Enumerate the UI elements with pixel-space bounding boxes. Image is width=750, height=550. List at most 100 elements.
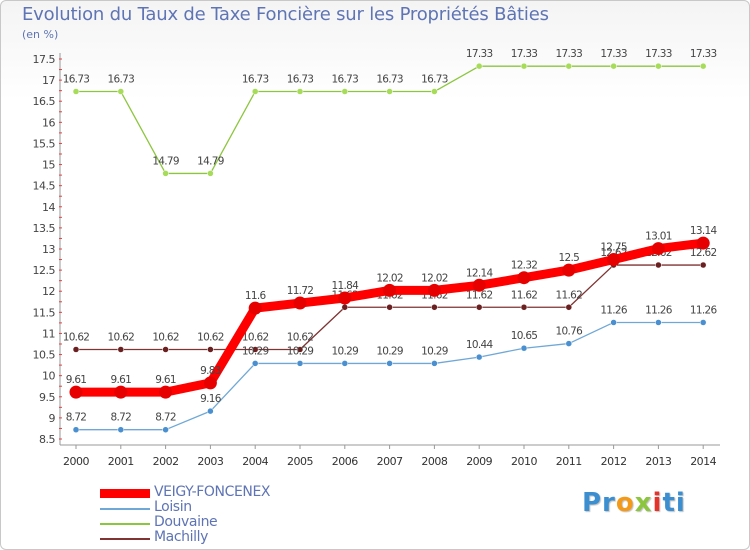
- data-label-douvaine: 16.73: [242, 74, 269, 86]
- y-tick-label: 15.5: [33, 137, 56, 150]
- x-tick-label: 2014: [690, 455, 716, 468]
- series-veigy-foncenex: 9.61 9.61 9.61 9.83 11.6 11.72 11.84 12.02 12.02…: [66, 225, 718, 399]
- data-label-loisin: 10.65: [511, 330, 538, 342]
- data-point-loisin: [655, 319, 662, 326]
- data-point-veigy-foncenex: [517, 271, 531, 285]
- data-label-loisin: 10.44: [466, 339, 494, 351]
- data-point-douvaine: [565, 62, 573, 70]
- data-label-douvaine: 16.73: [332, 74, 359, 86]
- data-label-douvaine: 16.73: [63, 74, 90, 86]
- data-point-loisin: [162, 426, 169, 433]
- y-tick-label: 17: [42, 74, 55, 87]
- data-label-veigy-foncenex: 12.32: [511, 260, 538, 272]
- data-label-machilly: 12.62: [690, 247, 717, 259]
- data-point-loisin: [341, 360, 349, 367]
- y-tick-label: 12.5: [33, 264, 56, 277]
- y-tick-label: 17.5: [33, 53, 56, 66]
- data-point-douvaine: [117, 88, 125, 95]
- data-point-douvaine: [655, 62, 662, 70]
- y-tick-label: 11: [42, 327, 55, 340]
- data-label-douvaine: 14.79: [197, 155, 224, 167]
- legend: VEIGY-FONCENEX Loisin Douvaine Machilly: [100, 484, 360, 546]
- data-label-machilly: 10.62: [287, 331, 314, 343]
- x-tick-label: 2010: [511, 455, 537, 468]
- data-label-douvaine: 16.73: [287, 74, 314, 86]
- data-label-loisin: 8.72: [155, 412, 176, 424]
- data-label-machilly: 10.62: [242, 331, 269, 343]
- legend-label-machilly: Machilly: [154, 529, 208, 545]
- data-point-machilly: [341, 304, 349, 311]
- x-tick-label: 2004: [242, 455, 268, 468]
- data-point-loisin: [610, 319, 617, 326]
- data-point-machilly: [655, 261, 662, 269]
- x-tick-label: 2012: [601, 455, 627, 468]
- legend-item-douvaine: Douvaine: [100, 514, 360, 531]
- data-point-machilly: [296, 346, 304, 353]
- y-tick-label: 9: [49, 412, 56, 425]
- data-point-loisin: [207, 407, 214, 415]
- legend-swatch-machilly: [100, 538, 150, 540]
- data-point-loisin: [475, 353, 483, 361]
- x-tick-label: 2009: [466, 455, 492, 468]
- x-tick-label: 2000: [63, 455, 89, 468]
- data-point-machilly: [72, 346, 80, 353]
- data-label-douvaine: 16.73: [376, 74, 403, 86]
- data-label-machilly: 10.62: [108, 331, 135, 343]
- data-label-veigy-foncenex: 11.84: [332, 280, 360, 292]
- data-label-loisin: 11.26: [690, 304, 718, 316]
- data-point-machilly: [117, 346, 125, 353]
- data-label-douvaine: 17.33: [600, 48, 627, 60]
- data-point-machilly: [162, 346, 169, 353]
- data-point-veigy-foncenex: [338, 291, 352, 305]
- data-label-loisin: 10.29: [376, 345, 403, 357]
- data-label-loisin: 9.16: [200, 393, 222, 405]
- legend-item-machilly: Machilly: [100, 529, 360, 546]
- data-label-douvaine: 17.33: [690, 48, 717, 60]
- x-tick-label: 2013: [645, 455, 671, 468]
- data-point-douvaine: [72, 88, 80, 95]
- data-label-machilly: 11.62: [466, 289, 493, 301]
- data-label-veigy-foncenex: 11.6: [245, 290, 267, 302]
- data-label-veigy-foncenex: 12.02: [376, 272, 403, 284]
- y-tick-label: 16.5: [33, 95, 56, 108]
- data-point-veigy-foncenex: [696, 236, 710, 250]
- y-tick-label: 10.5: [33, 349, 56, 362]
- data-label-loisin: 8.72: [66, 412, 87, 424]
- data-point-veigy-foncenex: [248, 301, 262, 315]
- data-point-machilly: [520, 304, 528, 311]
- x-tick-label: 2001: [108, 455, 134, 468]
- data-label-machilly: 11.62: [511, 289, 538, 301]
- data-label-loisin: 10.29: [421, 345, 448, 357]
- data-point-machilly: [565, 304, 573, 311]
- legend-swatch-loisin: [100, 508, 150, 510]
- data-label-douvaine: 14.79: [152, 155, 179, 167]
- legend-swatch-douvaine: [100, 523, 150, 525]
- series-loisin: 8.72 8.72 8.72 9.16 10.29 10.29 10.29 10.29 10.2…: [66, 304, 718, 433]
- y-tick-label: 14.5: [33, 180, 56, 193]
- y-tick-label: 9.5: [39, 391, 55, 404]
- data-point-douvaine: [162, 170, 169, 177]
- y-tick-label: 12: [42, 285, 55, 298]
- legend-label-loisin: Loisin: [154, 499, 192, 515]
- y-tick-label: 14: [42, 201, 55, 214]
- data-label-loisin: 11.26: [645, 304, 673, 316]
- data-point-douvaine: [520, 62, 528, 70]
- x-tick-label: 2006: [332, 455, 358, 468]
- data-point-veigy-foncenex: [159, 385, 173, 399]
- legend-label-veigy-foncenex: VEIGY-FONCENEX: [154, 484, 271, 500]
- data-label-loisin: 10.29: [242, 345, 269, 357]
- y-tick-label: 15: [42, 159, 55, 172]
- data-point-loisin: [251, 360, 259, 367]
- legend-label-douvaine: Douvaine: [154, 514, 218, 530]
- data-point-loisin: [520, 344, 528, 352]
- x-tick-label: 2003: [197, 455, 223, 468]
- y-tick-label: 8.5: [39, 433, 55, 446]
- data-label-veigy-foncenex: 12.14: [466, 267, 494, 279]
- legend-swatch-veigy-foncenex: [100, 489, 150, 498]
- legend-item-veigy-foncenex: VEIGY-FONCENEX: [100, 484, 360, 501]
- data-label-veigy-foncenex: 9.61: [66, 374, 87, 386]
- data-point-douvaine: [386, 88, 393, 95]
- data-label-veigy-foncenex: 9.61: [155, 374, 176, 386]
- data-label-veigy-foncenex: 9.83: [200, 365, 221, 377]
